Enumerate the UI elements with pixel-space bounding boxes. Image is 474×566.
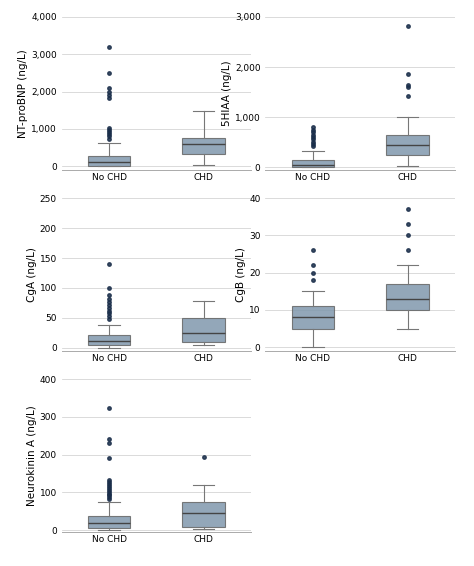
PathPatch shape (88, 516, 130, 528)
PathPatch shape (386, 135, 429, 155)
PathPatch shape (182, 138, 225, 154)
Y-axis label: CgA (ng/L): CgA (ng/L) (27, 247, 36, 302)
PathPatch shape (292, 160, 334, 167)
PathPatch shape (182, 502, 225, 527)
Y-axis label: CgB (ng/L): CgB (ng/L) (237, 247, 246, 302)
PathPatch shape (88, 335, 130, 345)
PathPatch shape (292, 306, 334, 328)
Y-axis label: NT-proBNP (ng/L): NT-proBNP (ng/L) (18, 49, 28, 138)
PathPatch shape (88, 156, 130, 165)
Y-axis label: Neurokinin A (ng/L): Neurokinin A (ng/L) (27, 405, 36, 506)
Y-axis label: 5HIAA (ng/L): 5HIAA (ng/L) (222, 61, 232, 126)
PathPatch shape (182, 318, 225, 342)
PathPatch shape (386, 284, 429, 310)
